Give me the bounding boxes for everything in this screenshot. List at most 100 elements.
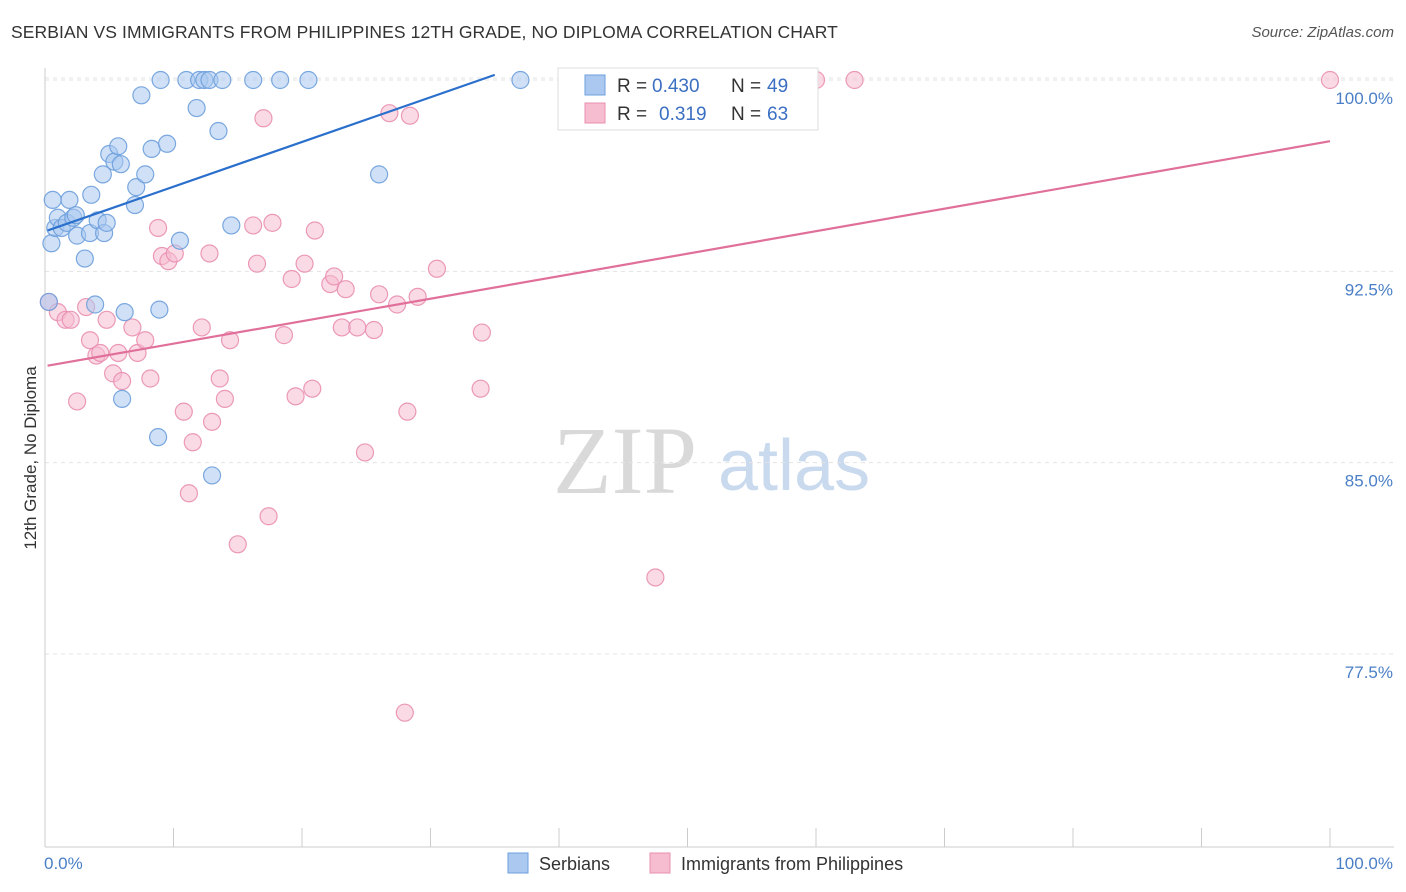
serbians-point bbox=[109, 137, 128, 156]
serbians-point bbox=[43, 190, 62, 210]
legend-n-value-serbians: 49 bbox=[767, 76, 788, 97]
philippines-point bbox=[400, 106, 420, 125]
serbians-point bbox=[170, 231, 190, 250]
watermark-atlas: atlas bbox=[718, 426, 870, 506]
y-tick-labels: 100.0% 92.5% 85.0% 77.5% bbox=[1335, 89, 1393, 682]
philippines-point bbox=[215, 389, 234, 408]
serbians-point bbox=[132, 86, 151, 105]
philippines-point bbox=[370, 285, 389, 304]
serbians-point bbox=[60, 190, 79, 210]
philippines-point bbox=[395, 703, 414, 722]
philippines-trend-line bbox=[47, 140, 1331, 367]
philippines-point bbox=[183, 433, 202, 452]
philippines-point bbox=[303, 379, 322, 398]
philippines-point bbox=[136, 331, 155, 350]
philippines-point bbox=[80, 331, 100, 350]
philippines-point bbox=[336, 280, 355, 299]
philippines-point bbox=[472, 323, 491, 342]
serbians-point bbox=[86, 295, 105, 314]
bottom-legend-label-serbians: Serbians bbox=[539, 854, 610, 874]
legend-r-value-serbians: 0.430 bbox=[652, 76, 700, 97]
legend-n-value-philippines: 63 bbox=[767, 104, 788, 125]
serbians-point bbox=[142, 139, 161, 158]
philippines-point bbox=[282, 269, 301, 289]
serbians-point bbox=[511, 70, 530, 90]
serbians-point bbox=[148, 428, 168, 447]
philippines-point bbox=[174, 402, 193, 421]
serbians-point bbox=[213, 70, 232, 90]
serbians-point bbox=[75, 249, 94, 268]
serbians-point bbox=[93, 165, 112, 184]
philippines-point bbox=[97, 310, 116, 329]
philippines-point bbox=[254, 109, 273, 128]
philippines-point bbox=[471, 379, 490, 398]
legend-swatch-serbians bbox=[584, 74, 606, 96]
series-legend: Serbians Immigrants from Philippines bbox=[507, 852, 903, 874]
philippines-point bbox=[200, 244, 219, 263]
philippines-point bbox=[427, 259, 447, 278]
serbians-point bbox=[244, 70, 263, 90]
serbians-point bbox=[136, 165, 155, 184]
philippines-point bbox=[332, 318, 351, 337]
serbians-point bbox=[42, 234, 61, 253]
philippines-point bbox=[845, 70, 864, 90]
legend-r-label-serbians: R = bbox=[617, 76, 647, 97]
serbians-point bbox=[222, 216, 241, 235]
philippines-point bbox=[68, 392, 87, 411]
x-tick-label-min: 0.0% bbox=[44, 854, 83, 873]
philippines-point bbox=[192, 318, 211, 337]
philippines-point bbox=[179, 484, 199, 503]
philippines-point bbox=[202, 412, 222, 431]
watermark-zip: ZIP bbox=[553, 407, 697, 514]
bottom-legend-swatch-philippines bbox=[649, 852, 671, 874]
philippines-point bbox=[1320, 70, 1340, 90]
serbians-point bbox=[370, 165, 389, 184]
philippines-point bbox=[286, 387, 305, 406]
x-tick-label-max: 100.0% bbox=[1335, 854, 1393, 873]
y-axis-title: 12th Grade, No Diploma bbox=[21, 366, 40, 550]
philippines-point bbox=[380, 104, 399, 123]
philippines-point bbox=[247, 254, 267, 273]
y-tick-label: 77.5% bbox=[1345, 663, 1393, 682]
serbians-point bbox=[97, 213, 116, 232]
serbians-point bbox=[112, 389, 132, 408]
serbians-point bbox=[202, 466, 222, 485]
correlation-legend: R = 0.430 N = 49 R = 0.319 N = 63 bbox=[557, 67, 819, 131]
serbians-point bbox=[151, 70, 170, 90]
philippines-point bbox=[305, 221, 324, 240]
philippines-point bbox=[210, 369, 229, 388]
philippines-point bbox=[112, 371, 132, 391]
source-credit: Source: ZipAtlas.com bbox=[1251, 24, 1394, 41]
philippines-point bbox=[646, 568, 665, 587]
legend-swatch-philippines bbox=[584, 102, 606, 124]
philippines-point bbox=[148, 218, 168, 238]
y-tick-label: 92.5% bbox=[1345, 280, 1393, 299]
trend-lines bbox=[47, 73, 1331, 367]
serbians-point bbox=[111, 155, 130, 174]
data-points bbox=[39, 70, 1340, 722]
philippines-point bbox=[364, 320, 384, 340]
legend-r-label-philippines: R = bbox=[617, 104, 647, 125]
legend-n-label-philippines: N = bbox=[731, 104, 761, 125]
philippines-point bbox=[91, 343, 110, 363]
serbians-point bbox=[187, 98, 206, 118]
serbians-point bbox=[127, 178, 146, 197]
serbians-point bbox=[115, 303, 134, 322]
serbians-point bbox=[271, 70, 290, 90]
philippines-point bbox=[263, 213, 282, 232]
philippines-point bbox=[274, 326, 294, 345]
philippines-point bbox=[355, 443, 375, 462]
serbians-point bbox=[150, 300, 169, 319]
philippines-point bbox=[61, 310, 80, 329]
legend-r-value-philippines: 0.319 bbox=[659, 104, 707, 125]
philippines-point bbox=[123, 318, 142, 337]
serbians-point bbox=[39, 292, 58, 312]
legend-n-label-serbians: N = bbox=[731, 76, 761, 97]
serbians-point bbox=[299, 70, 318, 90]
philippines-point bbox=[398, 402, 417, 421]
bottom-legend-label-philippines: Immigrants from Philippines bbox=[681, 854, 903, 874]
philippines-point bbox=[325, 267, 344, 286]
philippines-point bbox=[259, 507, 278, 526]
x-ticks bbox=[44, 828, 1331, 847]
